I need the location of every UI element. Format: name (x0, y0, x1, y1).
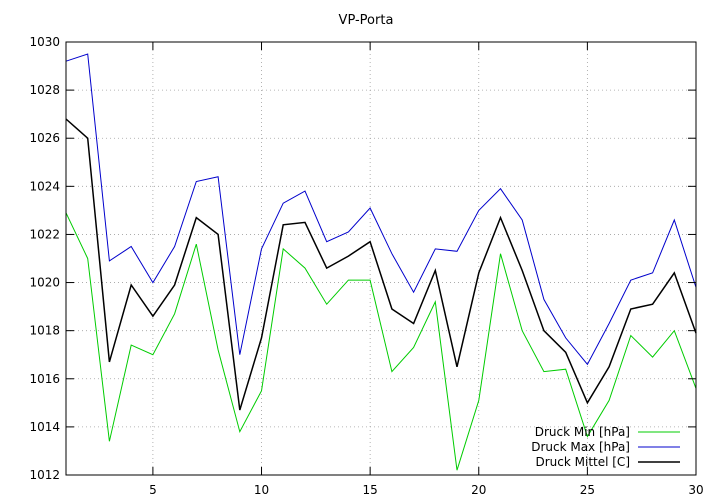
y-tick-label: 1026 (29, 131, 60, 145)
x-tick-label: 25 (580, 483, 595, 497)
series-line-3 (65, 118, 697, 411)
legend: Druck Min [hPa]Druck Max [hPa]Druck Mitt… (531, 425, 680, 469)
y-tick-label: 1030 (29, 35, 60, 49)
series-line-2 (65, 53, 697, 366)
y-tick-label: 1014 (29, 420, 60, 434)
series-line-1 (65, 212, 697, 471)
chart-title: VP-Porta (339, 13, 394, 28)
legend-label: Druck Min [hPa] (535, 425, 630, 439)
grid-lines (66, 42, 696, 475)
plot-frame (65, 41, 697, 476)
y-tick-label: 1028 (29, 83, 60, 97)
x-tick-label: 15 (362, 483, 377, 497)
x-tick-label: 5 (149, 483, 157, 497)
series-lines (65, 53, 697, 471)
y-tick-label: 1024 (29, 179, 60, 193)
y-tick-label: 1016 (29, 372, 60, 386)
y-tick-label: 1018 (29, 324, 60, 338)
x-tick-label: 10 (254, 483, 269, 497)
legend-label: Druck Mittel [C] (535, 455, 630, 469)
axes-ticks: 1012101410161018102010221024102610281030… (29, 35, 703, 497)
x-tick-label: 30 (688, 483, 703, 497)
y-tick-label: 1012 (29, 468, 60, 482)
y-tick-label: 1020 (29, 276, 60, 290)
legend-label: Druck Max [hPa] (531, 440, 630, 454)
x-tick-label: 20 (471, 483, 486, 497)
y-tick-label: 1022 (29, 227, 60, 241)
